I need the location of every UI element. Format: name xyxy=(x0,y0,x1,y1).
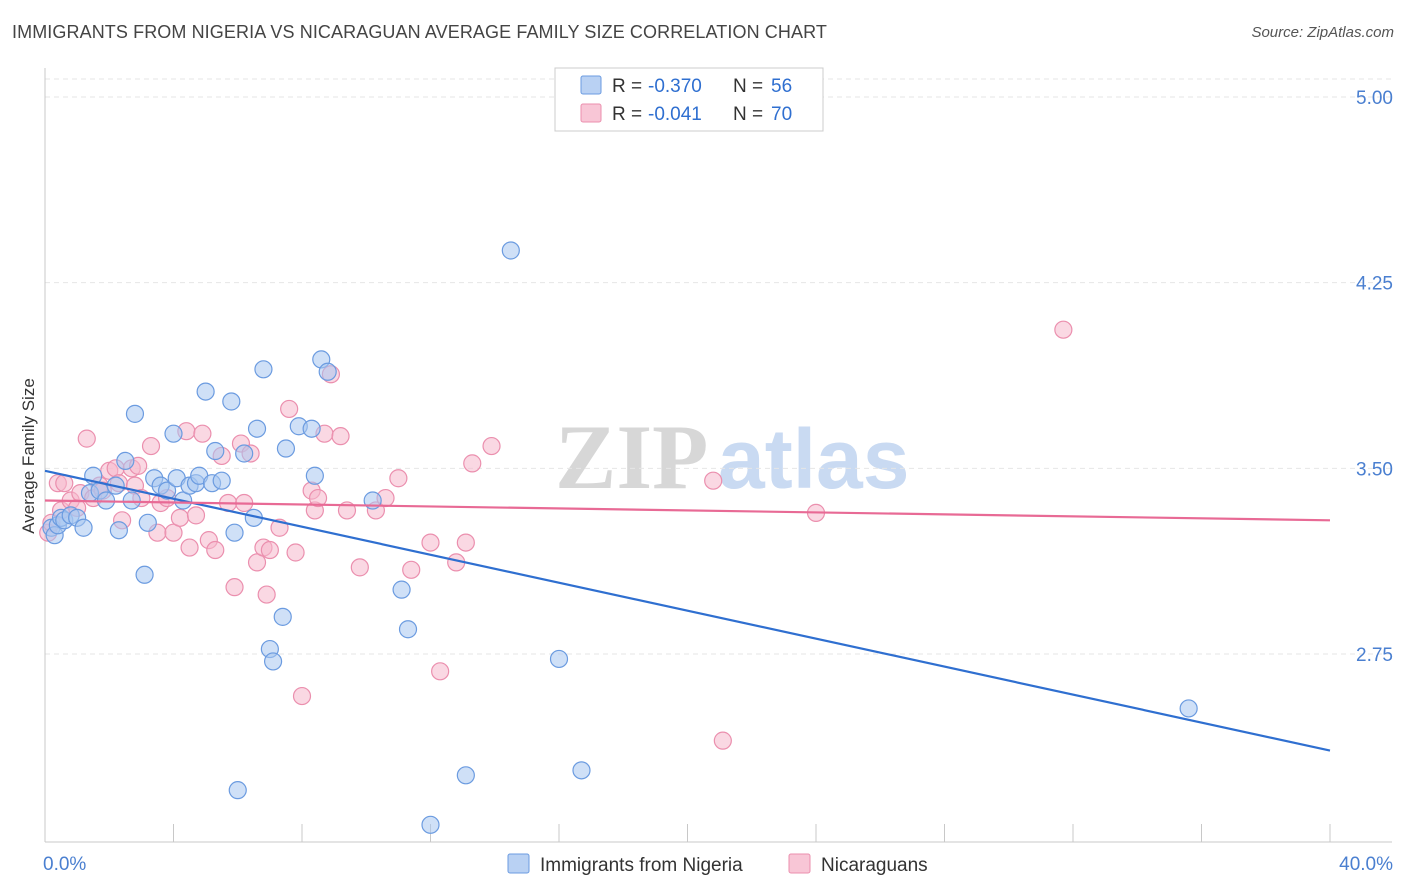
data-point-blue xyxy=(421,815,440,834)
y-tick-labels: 2.75 3.50 4.25 5.00 xyxy=(1356,88,1393,666)
data-point-blue xyxy=(116,451,135,471)
data-point-blue xyxy=(206,441,225,461)
data-point-pink xyxy=(421,533,440,552)
y-tick-label: 4.25 xyxy=(1356,274,1393,295)
bottom-legend-label-nicaraguans: Nicaraguans xyxy=(821,855,928,876)
legend-r-label-blue: R = xyxy=(612,76,642,97)
legend-r-value-pink: -0.041 xyxy=(648,104,702,125)
data-point-blue xyxy=(392,580,411,599)
data-point-blue xyxy=(318,362,337,381)
data-point-pink xyxy=(141,436,161,456)
data-point-pink xyxy=(292,686,312,706)
data-point-pink xyxy=(193,424,212,443)
data-point-pink xyxy=(482,436,501,456)
legend-n-label-pink: N = xyxy=(733,104,763,125)
y-tick-label: 3.50 xyxy=(1356,459,1393,480)
axes xyxy=(44,68,1392,843)
data-point-pink xyxy=(257,585,276,604)
data-point-blue xyxy=(456,766,475,785)
trend-line-pink xyxy=(44,499,1331,522)
gridlines xyxy=(45,78,1392,655)
data-point-blue xyxy=(501,241,520,260)
data-point-blue xyxy=(276,439,296,458)
data-point-pink xyxy=(331,427,350,446)
data-point-blue xyxy=(135,565,154,584)
data-point-blue xyxy=(228,781,247,800)
data-point-blue xyxy=(125,404,145,423)
data-point-blue xyxy=(247,419,267,438)
data-point-blue xyxy=(302,419,321,438)
data-point-pink xyxy=(170,508,190,527)
data-point-pink xyxy=(1054,320,1073,339)
data-point-pink xyxy=(260,540,279,560)
bottom-legend: Immigrants from Nigeria Nicaraguans xyxy=(507,853,928,876)
data-point-pink xyxy=(206,540,225,560)
y-tick-label: 5.00 xyxy=(1356,88,1393,109)
data-point-pink xyxy=(77,429,96,448)
bottom-legend-label-nigeria: Immigrants from Nigeria xyxy=(540,855,743,876)
data-point-pink xyxy=(456,533,475,552)
data-point-pink xyxy=(280,399,299,419)
data-point-pink xyxy=(286,543,305,562)
legend-swatch-pink xyxy=(580,103,602,123)
data-point-pink xyxy=(402,560,421,579)
legend-box: R = -0.370 N = 56 R = -0.041 N = 70 xyxy=(554,67,824,132)
data-point-blue xyxy=(157,481,177,500)
bottom-legend-swatch-pink xyxy=(788,853,811,874)
data-point-pink xyxy=(350,558,369,577)
watermark: ZIP atlas xyxy=(555,406,909,508)
data-point-blue xyxy=(164,424,183,443)
bottom-legend-swatch-blue xyxy=(507,853,530,874)
data-point-blue xyxy=(222,392,241,411)
series-nicaraguans xyxy=(39,320,1073,750)
legend-n-value-pink: 70 xyxy=(771,104,792,125)
series-immigrants-from-nigeria xyxy=(42,241,1198,834)
data-point-blue xyxy=(1179,699,1198,718)
data-point-blue xyxy=(138,513,157,532)
data-point-blue xyxy=(225,523,244,542)
data-point-pink xyxy=(180,538,199,557)
watermark-atlas: atlas xyxy=(718,412,909,506)
x-tick-label-min: 0.0% xyxy=(43,854,86,875)
data-point-blue xyxy=(263,652,283,671)
data-point-blue xyxy=(74,518,93,537)
data-point-blue xyxy=(305,466,324,485)
data-point-pink xyxy=(713,731,732,750)
legend-r-value-blue: -0.370 xyxy=(648,76,702,97)
x-tick-labels: 0.0% 40.0% xyxy=(43,854,1393,875)
data-point-blue xyxy=(254,360,273,379)
data-point-blue xyxy=(109,521,128,540)
data-point-blue xyxy=(273,607,292,626)
data-point-pink xyxy=(463,454,482,473)
legend-swatch-blue xyxy=(580,75,602,95)
data-point-pink xyxy=(186,506,206,525)
y-axis-label: Average Family Size xyxy=(19,378,38,534)
x-tick-label-max: 40.0% xyxy=(1339,854,1393,875)
data-point-blue xyxy=(549,649,569,669)
trend-lines xyxy=(44,469,1331,752)
data-point-blue xyxy=(122,491,141,510)
data-point-blue xyxy=(398,620,418,639)
watermark-zip: ZIP xyxy=(555,406,708,508)
data-point-blue xyxy=(572,761,591,780)
legend-n-label-blue: N = xyxy=(733,76,763,97)
data-point-pink xyxy=(431,662,450,681)
chart-title: IMMIGRANTS FROM NIGERIA VS NICARAGUAN AV… xyxy=(12,22,827,42)
data-point-pink xyxy=(389,469,408,488)
data-point-blue xyxy=(235,444,254,463)
y-tick-label: 2.75 xyxy=(1356,645,1393,666)
trend-line-blue xyxy=(44,469,1331,752)
data-point-pink xyxy=(225,578,244,597)
source-label: Source: ZipAtlas.com xyxy=(1251,24,1394,41)
legend-r-label-pink: R = xyxy=(612,104,642,125)
legend-n-value-blue: 56 xyxy=(771,76,792,97)
data-point-pink xyxy=(704,471,723,490)
data-point-blue xyxy=(196,382,215,401)
data-point-pink xyxy=(308,488,328,508)
data-point-blue xyxy=(212,471,231,490)
